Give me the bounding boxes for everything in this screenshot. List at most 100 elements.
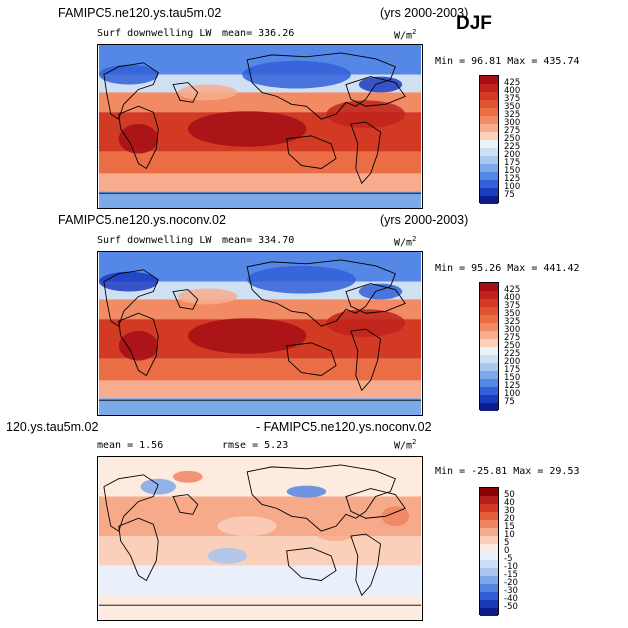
colorbar-label: 225 — [504, 142, 521, 152]
panel3-units: W/m2 — [394, 438, 416, 451]
coastline — [246, 259, 396, 327]
contour-band — [98, 358, 422, 381]
colorbar-label: -15 — [504, 570, 518, 580]
contour-blob — [118, 331, 159, 361]
colorbar-swatch — [480, 172, 498, 180]
colorbar-label: 300 — [504, 118, 521, 128]
colorbar-swatch — [480, 403, 498, 411]
colorbar-label: -30 — [504, 586, 518, 596]
colorbar-swatch — [480, 512, 498, 520]
panel1-case-title: FAMIPC5.ne120.ys.tau5m.02 — [58, 6, 222, 20]
panel3-minmax: Min = -25.81 Max = 29.53 — [435, 466, 580, 477]
season-label: DJF — [456, 13, 492, 34]
colorbar-label: 425 — [504, 78, 521, 88]
coastline — [286, 342, 337, 376]
contour-blob — [98, 64, 159, 85]
coastline — [246, 52, 396, 120]
contour-blob — [326, 309, 406, 337]
colorbar-swatch — [480, 196, 498, 204]
colorbar-swatch — [480, 180, 498, 188]
colorbar-label: 75 — [504, 190, 515, 200]
coastline — [286, 135, 337, 169]
colorbar-swatch — [480, 84, 498, 92]
colorbar-label: 175 — [504, 365, 521, 375]
colorbar-label: 150 — [504, 373, 521, 383]
contour-blob — [358, 76, 403, 93]
coastline — [350, 533, 381, 597]
colorbar-swatch — [480, 307, 498, 315]
map-field — [98, 457, 422, 620]
colorbar-label: 100 — [504, 182, 521, 192]
colorbar-swatch — [480, 108, 498, 116]
coastline — [286, 547, 337, 581]
colorbar-swatch — [480, 188, 498, 196]
panel1-years: (yrs 2000-2003) — [380, 6, 469, 20]
colorbar-swatch — [480, 355, 498, 363]
coastline — [350, 121, 381, 185]
coastline — [345, 76, 406, 107]
colorbar-swatch — [480, 488, 498, 496]
panel2-colorbar-labels: 425 400 375 350 325 300 275 250 225 200 175 150 125 1… — [504, 282, 544, 410]
colorbar-swatch — [480, 608, 498, 616]
colorbar-label: -10 — [504, 562, 518, 572]
colorbar-label: 275 — [504, 126, 521, 136]
colorbar-label: 350 — [504, 309, 521, 319]
colorbar-swatch — [480, 363, 498, 371]
colorbar-label: 0 — [504, 546, 510, 556]
colorbar-label: 250 — [504, 134, 521, 144]
colorbar-label: 400 — [504, 86, 521, 96]
panel1-variable: Surf downwelling LW — [97, 28, 212, 39]
contour-band — [98, 380, 422, 399]
panel3-colorbar-labels: 50 40 30 20 15 10 5 0 -5 -10 -15 -20 -30 -40 -50 — [504, 487, 544, 615]
coastline — [118, 517, 159, 582]
coastline — [103, 474, 159, 532]
colorbar-swatch — [480, 283, 498, 291]
colorbar-label: 200 — [504, 150, 521, 160]
contour-blob — [187, 111, 307, 147]
contour-blob — [98, 271, 159, 292]
coastline — [172, 494, 199, 515]
colorbar-label: 375 — [504, 301, 521, 311]
colorbar-swatch — [480, 92, 498, 100]
colorbar-label: 400 — [504, 293, 521, 303]
contour-blob — [242, 60, 351, 89]
coastline — [345, 283, 406, 314]
panel1-units-exp: 2 — [412, 28, 417, 36]
colorbar-swatch — [480, 164, 498, 172]
colorbar-label: 375 — [504, 94, 521, 104]
colorbar-label: 225 — [504, 349, 521, 359]
colorbar-swatch — [480, 528, 498, 536]
panel2-colorbar — [479, 282, 499, 411]
panel1-mean: mean= 336.26 — [222, 28, 295, 39]
colorbar-swatch — [480, 536, 498, 544]
panel1-map — [97, 44, 423, 209]
coastline — [103, 62, 159, 120]
map-field — [98, 45, 422, 208]
colorbar-swatch — [480, 148, 498, 156]
colorbar-swatch — [480, 124, 498, 132]
colorbar-swatch — [480, 544, 498, 552]
colorbar-label: 275 — [504, 333, 521, 343]
panel2-units-text: W/m — [394, 237, 413, 249]
colorbar-label: 5 — [504, 538, 510, 548]
colorbar-label: 150 — [504, 166, 521, 176]
colorbar-swatch — [480, 560, 498, 568]
panel1-units: W/m2 — [394, 28, 416, 41]
colorbar-label: 250 — [504, 341, 521, 351]
coastline — [172, 289, 199, 310]
panel1-minmax: Min = 96.81 Max = 435.74 — [435, 56, 580, 67]
coastline — [118, 312, 159, 377]
colorbar-swatch — [480, 315, 498, 323]
panel2-units-exp: 2 — [412, 235, 417, 243]
coastline — [246, 464, 396, 532]
colorbar-label: -20 — [504, 578, 518, 588]
panel3-units-exp: 2 — [412, 438, 417, 446]
colorbar-swatch — [480, 371, 498, 379]
contour-blob — [207, 547, 248, 564]
colorbar-label: 175 — [504, 158, 521, 168]
panel2-units: W/m2 — [394, 235, 416, 248]
colorbar-swatch — [480, 299, 498, 307]
contour-band — [98, 191, 422, 208]
panel3-colorbar — [479, 487, 499, 616]
colorbar-swatch — [480, 323, 498, 331]
